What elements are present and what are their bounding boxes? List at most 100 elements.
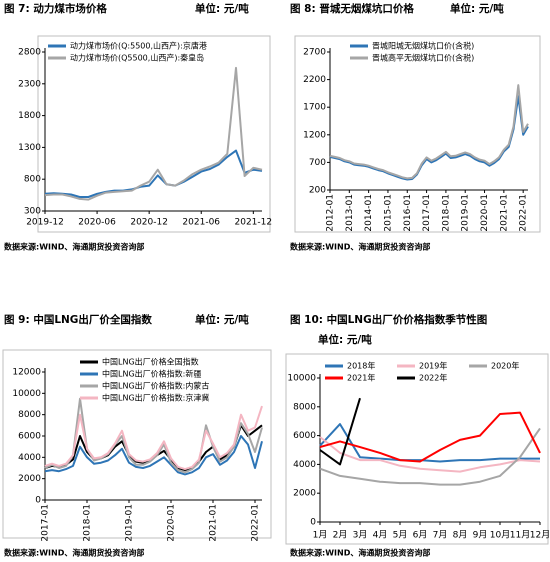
legend-label: 中国LNG出厂价格指数:内蒙古: [102, 381, 209, 391]
legend-label: 2019年: [419, 361, 447, 371]
source-note: 数据来源:WIND、海通期货投资咨询部: [4, 548, 144, 558]
y-tick-label: 1300: [18, 143, 41, 153]
series-line: [44, 149, 263, 198]
x-tick-label: 2020-12: [130, 218, 168, 228]
x-tick-label: 2018-01: [441, 194, 451, 232]
x-tick-label: 2020-06: [78, 218, 116, 228]
series-line: [44, 66, 263, 201]
x-tick-label: 1月: [313, 530, 328, 541]
chart-title: 图 9: 中国LNG出厂价全国指数: [4, 313, 152, 326]
x-tick-label: 2015-01: [383, 194, 393, 232]
x-tick-label: 11月: [510, 530, 530, 541]
x-tick-label: 2013-01: [345, 194, 355, 232]
x-tick-label: 2021-01: [499, 194, 509, 232]
series-line: [319, 427, 541, 486]
chart-frame: [37, 35, 271, 233]
y-tick-label: 8000: [293, 402, 316, 412]
series-line: [319, 423, 540, 463]
y-tick-label: 6000: [18, 432, 41, 442]
y-tick-label: 10000: [287, 374, 316, 384]
legend-label: 晋城阳城无烟煤坑口价(含税): [372, 41, 474, 51]
x-tick-label: 7月: [433, 530, 448, 541]
x-tick-label: 2017-01: [41, 504, 51, 542]
legend-label: 中国LNG出厂价格指数:新疆: [102, 369, 201, 379]
y-tick-label: 2700: [303, 48, 326, 58]
x-tick-label: 2019-01: [461, 194, 471, 232]
y-tick-label: 2300: [18, 79, 41, 89]
chart-title: 图 10: 中国LNG出厂价价格指数季节性图: [290, 313, 487, 326]
legend-label: 动力煤市场价(Q:5500,山西产):京唐港: [70, 41, 207, 51]
legend-label: 2018年: [347, 361, 375, 371]
series-line: [44, 397, 263, 474]
chart-frame: [285, 353, 549, 545]
unit-label: 单位: 元/吨: [318, 333, 372, 346]
x-tick-label: 2018-01: [83, 504, 93, 542]
y-tick-label: 0: [35, 496, 41, 506]
legend-label: 2021年: [347, 373, 375, 383]
source-note: 数据来源:WIND、海通期货投资咨询部: [290, 548, 430, 558]
legend-label: 2020年: [491, 361, 519, 371]
unit-label: 单位: 元/吨: [450, 2, 504, 15]
x-tick-label: 2017-01: [422, 194, 432, 232]
y-tick-label: 1700: [303, 103, 326, 113]
y-tick-label: 0: [310, 518, 316, 528]
source-note: 数据来源:WIND、海通期货投资咨询部: [4, 242, 144, 252]
y-tick-label: 4000: [18, 453, 41, 463]
x-tick-label: 2021-06: [182, 218, 220, 228]
y-tick-label: 700: [309, 158, 326, 168]
x-tick-label: 6月: [413, 530, 428, 541]
x-tick-label: 2016-01: [403, 194, 413, 232]
series-line: [319, 411, 541, 463]
x-tick-label: 5月: [393, 530, 408, 541]
x-tick-label: 2019-12: [26, 218, 64, 228]
x-tick-label: 4月: [373, 530, 388, 541]
x-tick-label: 2021-01: [209, 504, 219, 542]
y-tick-label: 12000: [12, 368, 41, 378]
legend-label: 中国LNG出厂价格指数:京津冀: [102, 393, 209, 403]
x-tick-label: 2020-01: [167, 504, 177, 542]
y-tick-label: 800: [24, 175, 41, 185]
x-tick-label: 2020-01: [480, 194, 490, 232]
y-tick-label: 1200: [303, 130, 326, 140]
y-tick-label: 2200: [303, 75, 326, 85]
x-tick-label: 9月: [473, 530, 488, 541]
x-tick-label: 8月: [453, 530, 468, 541]
legend-label: 2022年: [419, 373, 447, 383]
x-tick-label: 2022-01: [251, 504, 261, 542]
series-line: [44, 405, 263, 471]
x-tick-label: 2月: [333, 530, 348, 541]
chart-frame: [294, 35, 541, 233]
series-line: [329, 84, 529, 180]
legend-label: 中国LNG出厂价格全国指数: [102, 357, 199, 367]
x-tick-label: 2014-01: [364, 194, 374, 232]
chart-title: 图 7: 动力煤市场价格: [4, 2, 107, 15]
series-line: [319, 436, 541, 473]
y-tick-label: 10000: [12, 389, 41, 399]
x-tick-label: 2012-01: [326, 194, 336, 232]
y-tick-label: 6000: [293, 431, 316, 441]
series-line: [329, 95, 529, 181]
source-note: 数据来源:WIND、海通期货投资咨询部: [290, 242, 430, 252]
chart-frame: [2, 349, 272, 539]
legend-label: 晋城高平无烟煤坑口价(含税): [372, 53, 474, 63]
x-tick-label: 2019-01: [125, 504, 135, 542]
x-tick-label: 3月: [353, 530, 368, 541]
unit-label: 单位: 元/吨: [195, 313, 249, 326]
y-tick-label: 4000: [293, 460, 316, 470]
series-line: [319, 397, 361, 466]
series-line: [44, 435, 263, 476]
x-tick-label: 10月: [490, 530, 510, 541]
x-tick-label: 2021-12: [235, 218, 273, 228]
y-tick-label: 8000: [18, 410, 41, 420]
unit-label: 单位: 元/吨: [195, 2, 249, 15]
y-tick-label: 2000: [18, 474, 41, 484]
chart-title: 图 8: 晋城无烟煤坑口价格: [290, 2, 414, 15]
legend-label: 动力煤市场价(Q5500,山西产):秦皇岛: [70, 53, 204, 63]
x-tick-label: 12月: [530, 530, 550, 541]
x-tick-label: 2022-01: [519, 194, 529, 232]
y-tick-label: 1800: [18, 111, 41, 121]
y-tick-label: 300: [24, 207, 41, 217]
y-tick-label: 2000: [293, 489, 316, 499]
y-tick-label: 200: [309, 186, 326, 196]
